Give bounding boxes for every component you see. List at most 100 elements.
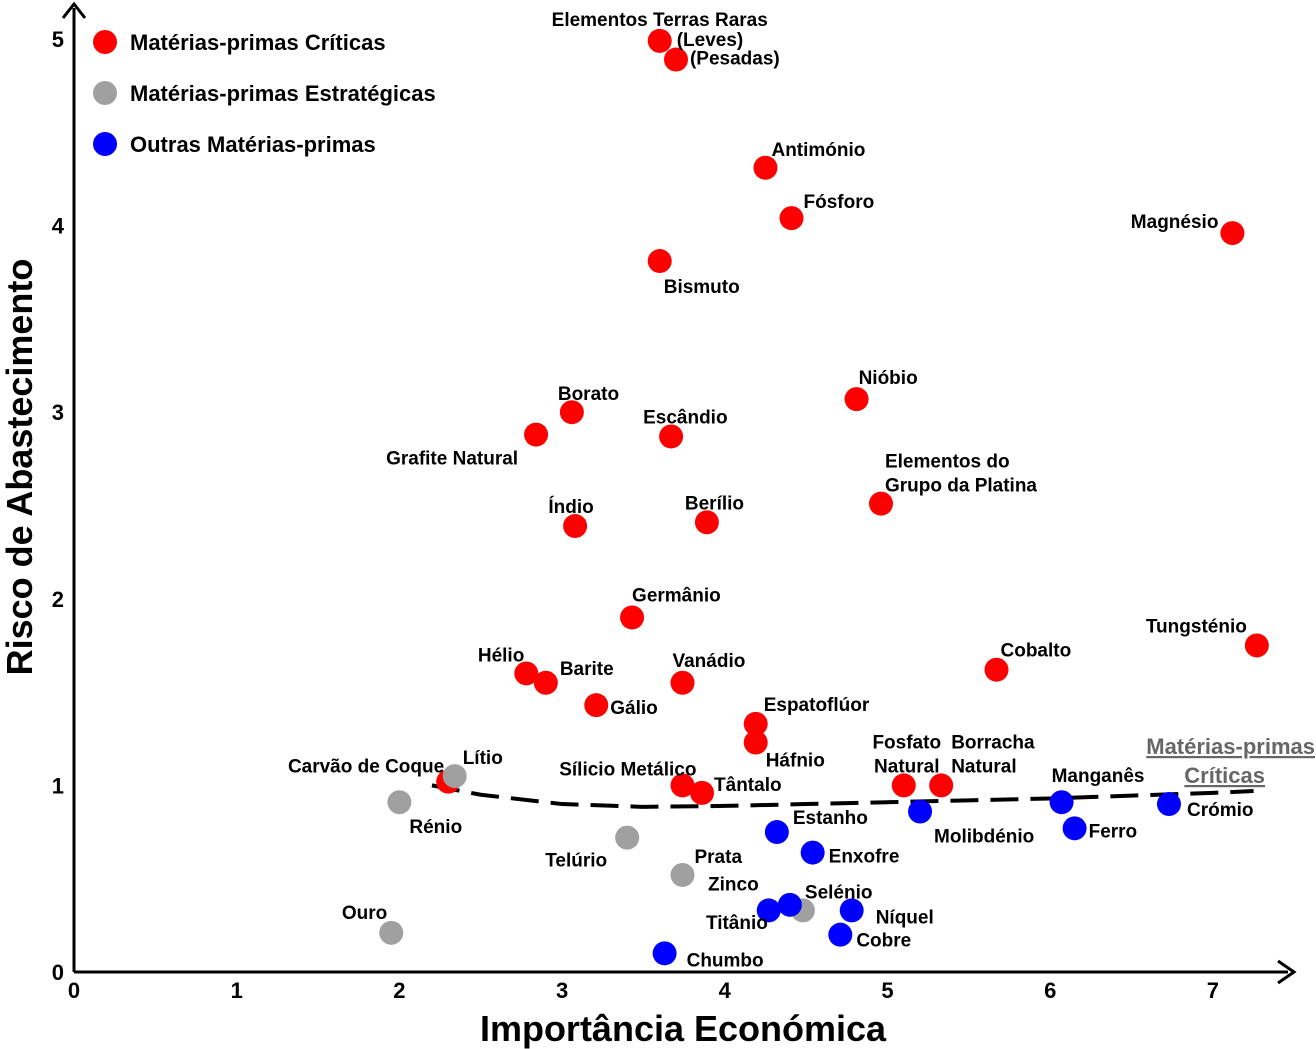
point-label: Hélio [478, 645, 524, 666]
point-label: Ferro [1089, 821, 1138, 842]
point-label: Magnésio [1131, 212, 1219, 233]
point-other [908, 799, 933, 824]
point-critical [743, 730, 768, 755]
point-critical [743, 711, 768, 736]
point-other [764, 820, 789, 845]
point-label: Chumbo [687, 950, 764, 971]
threshold-line-group: Matérias-primas Críticas [431, 734, 1315, 809]
point-label: Índio [548, 496, 593, 518]
point-label: Molibdénio [934, 827, 1034, 848]
point-label: Titânio [706, 913, 768, 934]
point-label: Elementos do [885, 452, 1010, 473]
point-critical [868, 491, 893, 516]
point-critical [1244, 633, 1269, 658]
point-critical [620, 605, 645, 630]
point-critical [659, 424, 684, 449]
point-critical [984, 657, 1009, 682]
legend-marker-other [93, 132, 117, 156]
point-strategic [387, 790, 412, 815]
point-critical [563, 514, 588, 539]
y-tick-label: 2 [52, 587, 64, 612]
point-label: Selénio [805, 882, 873, 903]
point-label: Vanádio [672, 651, 745, 672]
point-label: Rénio [409, 817, 462, 838]
point-label: Háfnio [766, 750, 825, 771]
point-other [828, 922, 853, 947]
point-label: Barite [560, 659, 614, 680]
point-labels: Elementos Terras Raras(Leves)(Pesadas) An… [288, 10, 1254, 971]
y-tick-label: 5 [52, 27, 64, 52]
point-critical [694, 510, 719, 535]
point-label: Natural [951, 756, 1016, 777]
point-critical [663, 47, 688, 72]
point-label: Telúrio [545, 851, 607, 872]
point-label: Fosfato [872, 732, 941, 753]
point-label: Borracha [951, 732, 1035, 753]
point-label: Espatoflúor [764, 695, 870, 716]
y-tick-label: 4 [52, 214, 65, 239]
point-label: Crómio [1187, 800, 1254, 821]
point-critical [514, 661, 539, 686]
point-critical [524, 422, 549, 447]
point-label: Manganês [1052, 766, 1145, 787]
point-label: Cobalto [1001, 641, 1072, 662]
point-other [839, 898, 864, 923]
point-label: (Pesadas) [690, 49, 780, 70]
threshold-label-line1: Matérias-primas [1146, 734, 1315, 759]
point-label: Estanho [793, 808, 868, 829]
point-critical [1220, 221, 1245, 246]
point-critical [670, 670, 695, 695]
point-label: Lítio [463, 748, 503, 769]
x-axis-arrow [1277, 959, 1297, 985]
point-other [1062, 816, 1087, 841]
point-label: Berílio [685, 493, 744, 514]
point-label: Cobre [856, 931, 911, 952]
point-label: (Leves) [677, 30, 744, 51]
point-critical [690, 780, 715, 805]
x-axis-title: Importância Económica [480, 1008, 887, 1049]
point-other [652, 941, 677, 966]
point-strategic [379, 920, 404, 945]
axes: 0 1 2 3 4 5 6 7 0 1 2 3 4 5 [52, 1, 1297, 1003]
point-label: Elementos Terras Raras [552, 10, 768, 31]
point-other [756, 898, 781, 923]
point-label: Germânio [632, 585, 721, 606]
point-label: Natural [874, 756, 939, 777]
point-critical [670, 773, 695, 798]
y-tick-label: 3 [52, 400, 64, 425]
point-other [777, 892, 802, 917]
legend-label-other: Outras Matérias-primas [130, 132, 376, 157]
point-label: Sílicio Metálico [559, 759, 696, 780]
point-label: Fósforo [804, 192, 875, 213]
x-tick-label: 4 [719, 978, 732, 1003]
point-label: Níquel [876, 907, 934, 928]
x-tick-label: 0 [68, 978, 80, 1003]
point-label: Tungsténio [1146, 616, 1247, 637]
x-tick-label: 1 [231, 978, 243, 1003]
legend-marker-strategic [93, 81, 117, 105]
point-label: Nióbio [859, 368, 918, 389]
point-critical [929, 773, 954, 798]
data-points [379, 28, 1269, 966]
legend-marker-critical [93, 30, 117, 54]
point-label: Carvão de Coque [288, 757, 444, 778]
y-tick-label: 0 [52, 960, 64, 985]
y-tick-label: 1 [52, 773, 64, 798]
point-strategic [615, 825, 640, 850]
point-label: Enxofre [829, 847, 900, 868]
y-axis-arrow [61, 1, 87, 19]
point-label: Gálio [610, 698, 658, 719]
point-critical [844, 387, 869, 412]
point-critical [753, 155, 778, 180]
legend-label-critical: Matérias-primas Críticas [130, 30, 386, 55]
point-label: Tântalo [714, 775, 782, 796]
point-critical [647, 28, 672, 53]
x-tick-label: 6 [1044, 978, 1056, 1003]
point-label: Bismuto [664, 277, 740, 298]
point-label: Grafite Natural [386, 449, 518, 470]
point-critical [891, 773, 916, 798]
point-strategic [670, 862, 695, 887]
point-other [1156, 792, 1181, 817]
point-other [800, 840, 825, 865]
x-tick-label: 5 [881, 978, 893, 1003]
